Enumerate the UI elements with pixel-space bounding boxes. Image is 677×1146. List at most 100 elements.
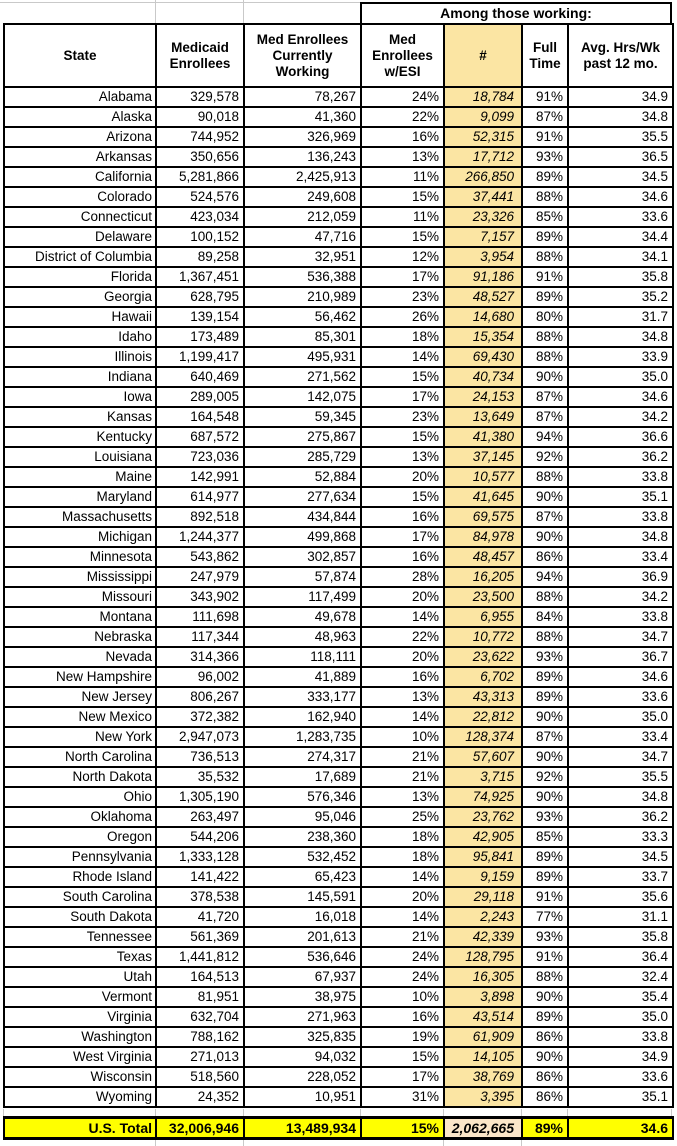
esi-pct-cell: 17% bbox=[360, 266, 445, 288]
esi-count-cell: 40,734 bbox=[443, 366, 523, 388]
esi-pct-cell: 14% bbox=[360, 706, 445, 728]
table-row: Florida 1,367,451 536,388 17% 91,186 91% 35.8 bbox=[3, 266, 674, 288]
full-time-cell: 87% bbox=[521, 506, 569, 528]
col-header-currently-working: Med Enrollees Currently Working bbox=[243, 23, 362, 88]
gridline bbox=[567, 1109, 568, 1116]
avg-hrs-cell: 34.7 bbox=[567, 626, 674, 648]
full-time-cell: 87% bbox=[521, 386, 569, 408]
medicaid-enrollees-cell: 1,441,812 bbox=[155, 946, 245, 968]
state-cell: North Dakota bbox=[3, 766, 157, 788]
table-row: Illinois 1,199,417 495,931 14% 69,430 88% 33.9 bbox=[3, 346, 674, 368]
table-row: Massachusetts 892,518 434,844 16% 69,575 87% 3… bbox=[3, 506, 674, 528]
medicaid-enrollees-cell: 378,538 bbox=[155, 886, 245, 908]
full-time-cell: 89% bbox=[521, 226, 569, 248]
esi-count-cell: 23,622 bbox=[443, 646, 523, 668]
avg-hrs-cell: 34.6 bbox=[567, 186, 674, 208]
table-row: Arizona 744,952 326,969 16% 52,315 91% 35.5 bbox=[3, 126, 674, 148]
medicaid-enrollees-cell: 806,267 bbox=[155, 686, 245, 708]
esi-pct-cell: 13% bbox=[360, 686, 445, 708]
state-cell: Montana bbox=[3, 606, 157, 628]
esi-count-cell: 42,905 bbox=[443, 826, 523, 848]
medicaid-enrollees-cell: 788,162 bbox=[155, 1026, 245, 1048]
table-row: Idaho 173,489 85,301 18% 15,354 88% 34.8 bbox=[3, 326, 674, 348]
currently-working-cell: 2,425,913 bbox=[243, 166, 362, 188]
esi-count-cell: 10,772 bbox=[443, 626, 523, 648]
gridline bbox=[155, 1109, 156, 1116]
esi-count-cell: 3,715 bbox=[443, 766, 523, 788]
currently-working-cell: 249,608 bbox=[243, 186, 362, 208]
col-header-number: # bbox=[443, 23, 523, 88]
state-cell: Vermont bbox=[3, 986, 157, 1008]
esi-count-cell: 14,105 bbox=[443, 1046, 523, 1068]
esi-pct-cell: 17% bbox=[360, 1066, 445, 1088]
esi-pct-cell: 16% bbox=[360, 126, 445, 148]
avg-hrs-cell: 36.4 bbox=[567, 946, 674, 968]
medicaid-enrollees-cell: 96,002 bbox=[155, 666, 245, 688]
esi-count-cell: 74,925 bbox=[443, 786, 523, 808]
esi-pct-cell: 16% bbox=[360, 666, 445, 688]
esi-count-cell: 7,157 bbox=[443, 226, 523, 248]
full-time-cell: 91% bbox=[521, 266, 569, 288]
avg-hrs-cell: 34.7 bbox=[567, 746, 674, 768]
table-row: New Jersey 806,267 333,177 13% 43,313 89% 33.6 bbox=[3, 686, 674, 708]
medicaid-enrollees-cell: 314,366 bbox=[155, 646, 245, 668]
esi-pct-cell: 15% bbox=[360, 186, 445, 208]
medicaid-enrollees-cell: 423,034 bbox=[155, 206, 245, 228]
esi-count-cell: 6,955 bbox=[443, 606, 523, 628]
full-time-cell: 88% bbox=[521, 346, 569, 368]
currently-working-cell: 274,317 bbox=[243, 746, 362, 768]
table-row: Nevada 314,366 118,111 20% 23,622 93% 36.7 bbox=[3, 646, 674, 668]
state-cell: Florida bbox=[3, 266, 157, 288]
full-time-cell: 90% bbox=[521, 1046, 569, 1068]
avg-hrs-cell: 34.6 bbox=[567, 386, 674, 408]
currently-working-cell: 49,678 bbox=[243, 606, 362, 628]
gridline bbox=[521, 1140, 522, 1146]
medicaid-enrollees-cell: 628,795 bbox=[155, 286, 245, 308]
full-time-cell: 86% bbox=[521, 1086, 569, 1108]
full-time-cell: 88% bbox=[521, 186, 569, 208]
currently-working-cell: 38,975 bbox=[243, 986, 362, 1008]
esi-pct-cell: 23% bbox=[360, 286, 445, 308]
esi-pct-cell: 16% bbox=[360, 1006, 445, 1028]
full-time-cell: 85% bbox=[521, 826, 569, 848]
full-time-cell: 89% bbox=[521, 666, 569, 688]
currently-working-cell: 275,867 bbox=[243, 426, 362, 448]
avg-hrs-cell: 35.8 bbox=[567, 266, 674, 288]
state-cell: Texas bbox=[3, 946, 157, 968]
table-row: Kentucky 687,572 275,867 15% 41,380 94% 36.6 bbox=[3, 426, 674, 448]
table-row: Oklahoma 263,497 95,046 25% 23,762 93% 36.2 bbox=[3, 806, 674, 828]
table-row: Louisiana 723,036 285,729 13% 37,145 92% 36.2 bbox=[3, 446, 674, 468]
avg-hrs-cell: 33.6 bbox=[567, 206, 674, 228]
avg-hrs-cell: 36.5 bbox=[567, 146, 674, 168]
esi-pct-cell: 26% bbox=[360, 306, 445, 328]
full-time-cell: 91% bbox=[521, 946, 569, 968]
avg-hrs-cell: 34.8 bbox=[567, 526, 674, 548]
col-header-avg-hrs-wk: Avg. Hrs/Wk past 12 mo. bbox=[567, 23, 674, 88]
full-time-cell: 89% bbox=[521, 1006, 569, 1028]
table-row: Wyoming 24,352 10,951 31% 3,395 86% 35.1 bbox=[3, 1086, 674, 1108]
medicaid-enrollees-cell: 640,469 bbox=[155, 366, 245, 388]
esi-count-cell: 9,099 bbox=[443, 106, 523, 128]
state-cell: New York bbox=[3, 726, 157, 748]
esi-count-cell: 42,339 bbox=[443, 926, 523, 948]
currently-working-cell: 536,388 bbox=[243, 266, 362, 288]
currently-working-cell: 271,963 bbox=[243, 1006, 362, 1028]
esi-count-cell: 22,812 bbox=[443, 706, 523, 728]
currently-working-cell: 67,937 bbox=[243, 966, 362, 988]
currently-working-cell: 94,032 bbox=[243, 1046, 362, 1068]
total-medicaid-enrollees-cell: 32,006,946 bbox=[155, 1116, 245, 1140]
currently-working-cell: 16,018 bbox=[243, 906, 362, 928]
avg-hrs-cell: 34.8 bbox=[567, 326, 674, 348]
esi-count-cell: 61,909 bbox=[443, 1026, 523, 1048]
state-cell: Wisconsin bbox=[3, 1066, 157, 1088]
state-cell: Delaware bbox=[3, 226, 157, 248]
table-row: Rhode Island 141,422 65,423 14% 9,159 89% 33.7 bbox=[3, 866, 674, 888]
table-row: Nebraska 117,344 48,963 22% 10,772 88% 34.7 bbox=[3, 626, 674, 648]
avg-hrs-cell: 34.6 bbox=[567, 666, 674, 688]
table-row: Wisconsin 518,560 228,052 17% 38,769 86% 33.6 bbox=[3, 1066, 674, 1088]
medicaid-enrollees-cell: 139,154 bbox=[155, 306, 245, 328]
medicaid-enrollees-table: State Medicaid Enrollees Med Enrollees C… bbox=[3, 23, 674, 1108]
full-time-cell: 90% bbox=[521, 526, 569, 548]
esi-count-cell: 84,978 bbox=[443, 526, 523, 548]
esi-pct-cell: 20% bbox=[360, 886, 445, 908]
